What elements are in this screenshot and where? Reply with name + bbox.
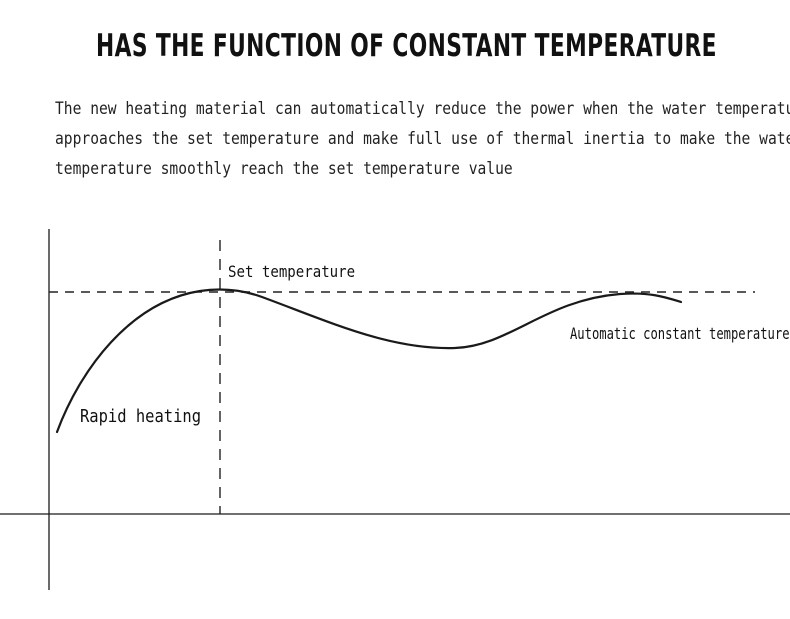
description: The new heating material can automatical… xyxy=(55,94,790,184)
set-temperature-label: Set temperature xyxy=(228,262,355,281)
temperature-curve xyxy=(55,288,683,434)
description-line: The new heating material can automatical… xyxy=(55,99,790,119)
automatic-constant-label: Automatic constant temperature xyxy=(570,325,790,343)
page-title: HAS THE FUNCTION OF CONSTANT TEMPERATURE xyxy=(96,28,717,64)
rapid-heating-label: Rapid heating xyxy=(80,405,201,426)
description-line: temperature smoothly reach the set tempe… xyxy=(55,159,513,179)
description-line: approaches the set temperature and make … xyxy=(55,129,790,149)
